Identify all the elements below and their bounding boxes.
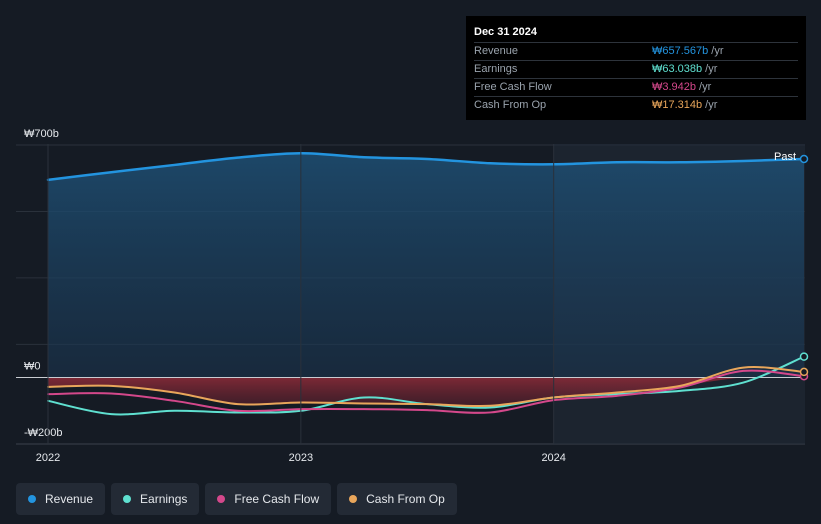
legend-item-cash-from-op[interactable]: Cash From Op (337, 483, 457, 515)
legend-dot-icon (349, 495, 358, 503)
end-markers (799, 154, 809, 381)
tooltip-row-label: Earnings (474, 63, 518, 75)
revenue-area (48, 153, 804, 378)
end-marker-earnings (799, 352, 809, 361)
legend: Revenue Earnings Free Cash Flow Cash From O… (16, 483, 457, 515)
legend-item-earnings[interactable]: Earnings (111, 483, 200, 515)
series-lines (46, 152, 806, 416)
y-tick-label: ₩700b (24, 128, 59, 140)
series-line-free-cash-flow (47, 369, 805, 414)
legend-label: Earnings (140, 492, 188, 506)
legend-item-revenue[interactable]: Revenue (16, 483, 106, 515)
tooltip-row-value: ₩63.038b (652, 63, 703, 75)
tooltip-row-unit: /yr (699, 81, 712, 93)
tooltip-row-value: ₩657.567b (652, 45, 709, 57)
tooltip-row-label: Cash From Op (474, 99, 547, 111)
series-line-cash-from-op (47, 366, 805, 408)
tooltip-row: Earnings ₩63.038b/yr (474, 61, 798, 79)
y-tick-label: ₩0 (24, 361, 41, 373)
x-ticks: 2022 2023 2024 (36, 144, 566, 464)
series-line-revenue (46, 152, 806, 182)
tooltip: Dec 31 2024 Revenue ₩657.567b/yr Earnings ₩… (466, 16, 806, 120)
tooltip-date: Dec 31 2024 (474, 24, 798, 43)
tooltip-row: Cash From Op ₩17.314b/yr (474, 97, 798, 114)
legend-label: Free Cash Flow (234, 492, 320, 506)
x-tick-label: 2022 (36, 452, 60, 464)
legend-dot-icon (123, 495, 132, 503)
tooltip-row: Free Cash Flow ₩3.942b/yr (474, 79, 798, 97)
tooltip-rows: Revenue ₩657.567b/yr Earnings ₩63.038b/yr Fr… (474, 43, 798, 114)
negative-area (48, 376, 804, 407)
legend-label: Cash From Op (366, 492, 445, 506)
y-ticks: ₩700b ₩0 -₩200b (24, 128, 63, 439)
legend-dot-icon (217, 495, 226, 503)
legend-dot-icon (28, 495, 36, 503)
tooltip-row-value: ₩17.314b (652, 99, 703, 111)
tooltip-row-label: Free Cash Flow (474, 81, 552, 93)
legend-item-free-cash-flow[interactable]: Free Cash Flow (205, 483, 332, 515)
legend-label: Revenue (45, 492, 94, 506)
end-marker-cash-from-op (799, 367, 809, 377)
tooltip-row-label: Revenue (474, 45, 519, 57)
end-marker-revenue (799, 154, 809, 164)
tooltip-row-unit: /yr (705, 99, 718, 111)
x-tick-label: 2024 (541, 452, 565, 464)
x-tick-label: 2023 (289, 452, 313, 464)
tooltip-row: Revenue ₩657.567b/yr (474, 43, 798, 61)
tooltip-row-value: ₩3.942b (652, 81, 697, 93)
chart: Past ₩700b ₩0 -₩200b 2022 2023 2024 (16, 128, 809, 464)
y-tick-label: -₩200b (24, 427, 63, 439)
tooltip-row-unit: /yr (711, 45, 724, 57)
tooltip-row-unit: /yr (705, 63, 718, 75)
past-label: Past (774, 151, 796, 163)
